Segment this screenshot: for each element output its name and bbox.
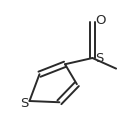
Text: O: O xyxy=(95,14,105,27)
Text: S: S xyxy=(95,52,103,65)
Text: S: S xyxy=(20,97,29,110)
